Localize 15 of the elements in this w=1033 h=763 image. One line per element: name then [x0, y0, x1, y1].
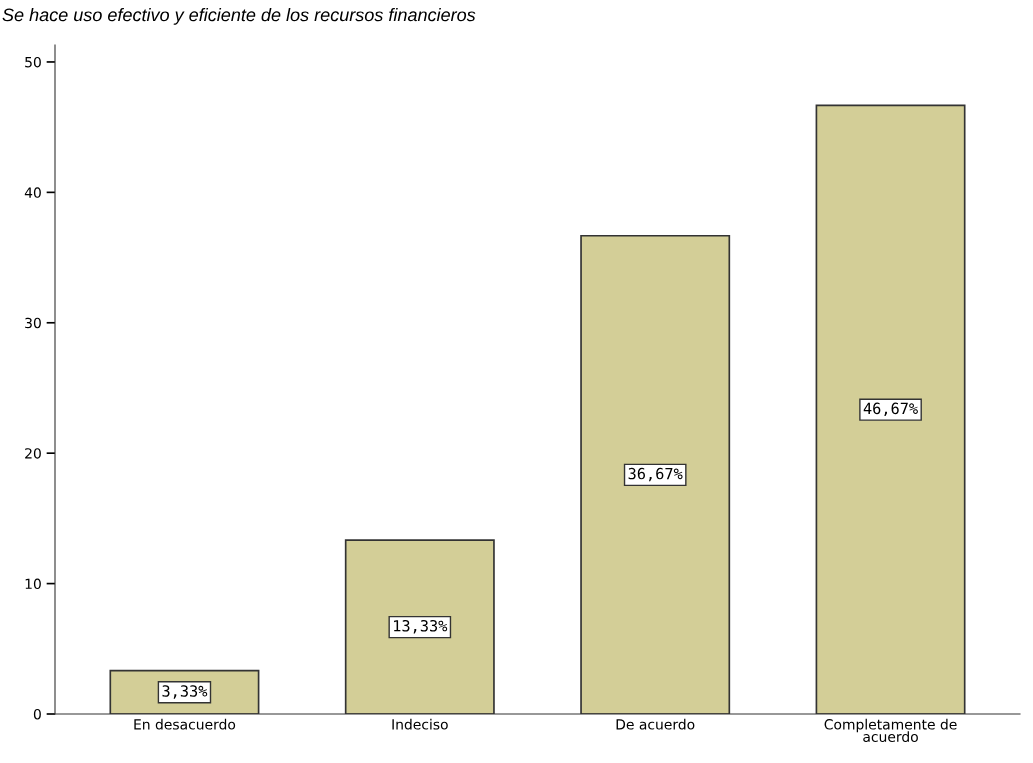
data-label: 46,67% [863, 402, 918, 417]
chart-title: Se hace uso efectivo y eficiente de los recursos financieros [2, 8, 476, 25]
data-label: 13,33% [394, 620, 448, 634]
y-tick-label: 40 [24, 187, 41, 198]
x-tick-label: Completamente de acuerdo [824, 718, 957, 742]
x-tick-label: En desacuerdo [134, 718, 236, 730]
y-tick-label: 0 [33, 708, 41, 720]
y-tick-label: 10 [25, 578, 41, 590]
x-tick-label: Indeciso [392, 718, 448, 730]
y-tick-label: 50 [25, 56, 41, 68]
x-tick-label: De acuerdo [616, 718, 695, 730]
y-tick-label: 30 [25, 317, 41, 329]
data-label: 36,67% [628, 467, 683, 482]
data-label: 3,33% [162, 685, 208, 699]
y-tick-label: 20 [25, 448, 41, 459]
